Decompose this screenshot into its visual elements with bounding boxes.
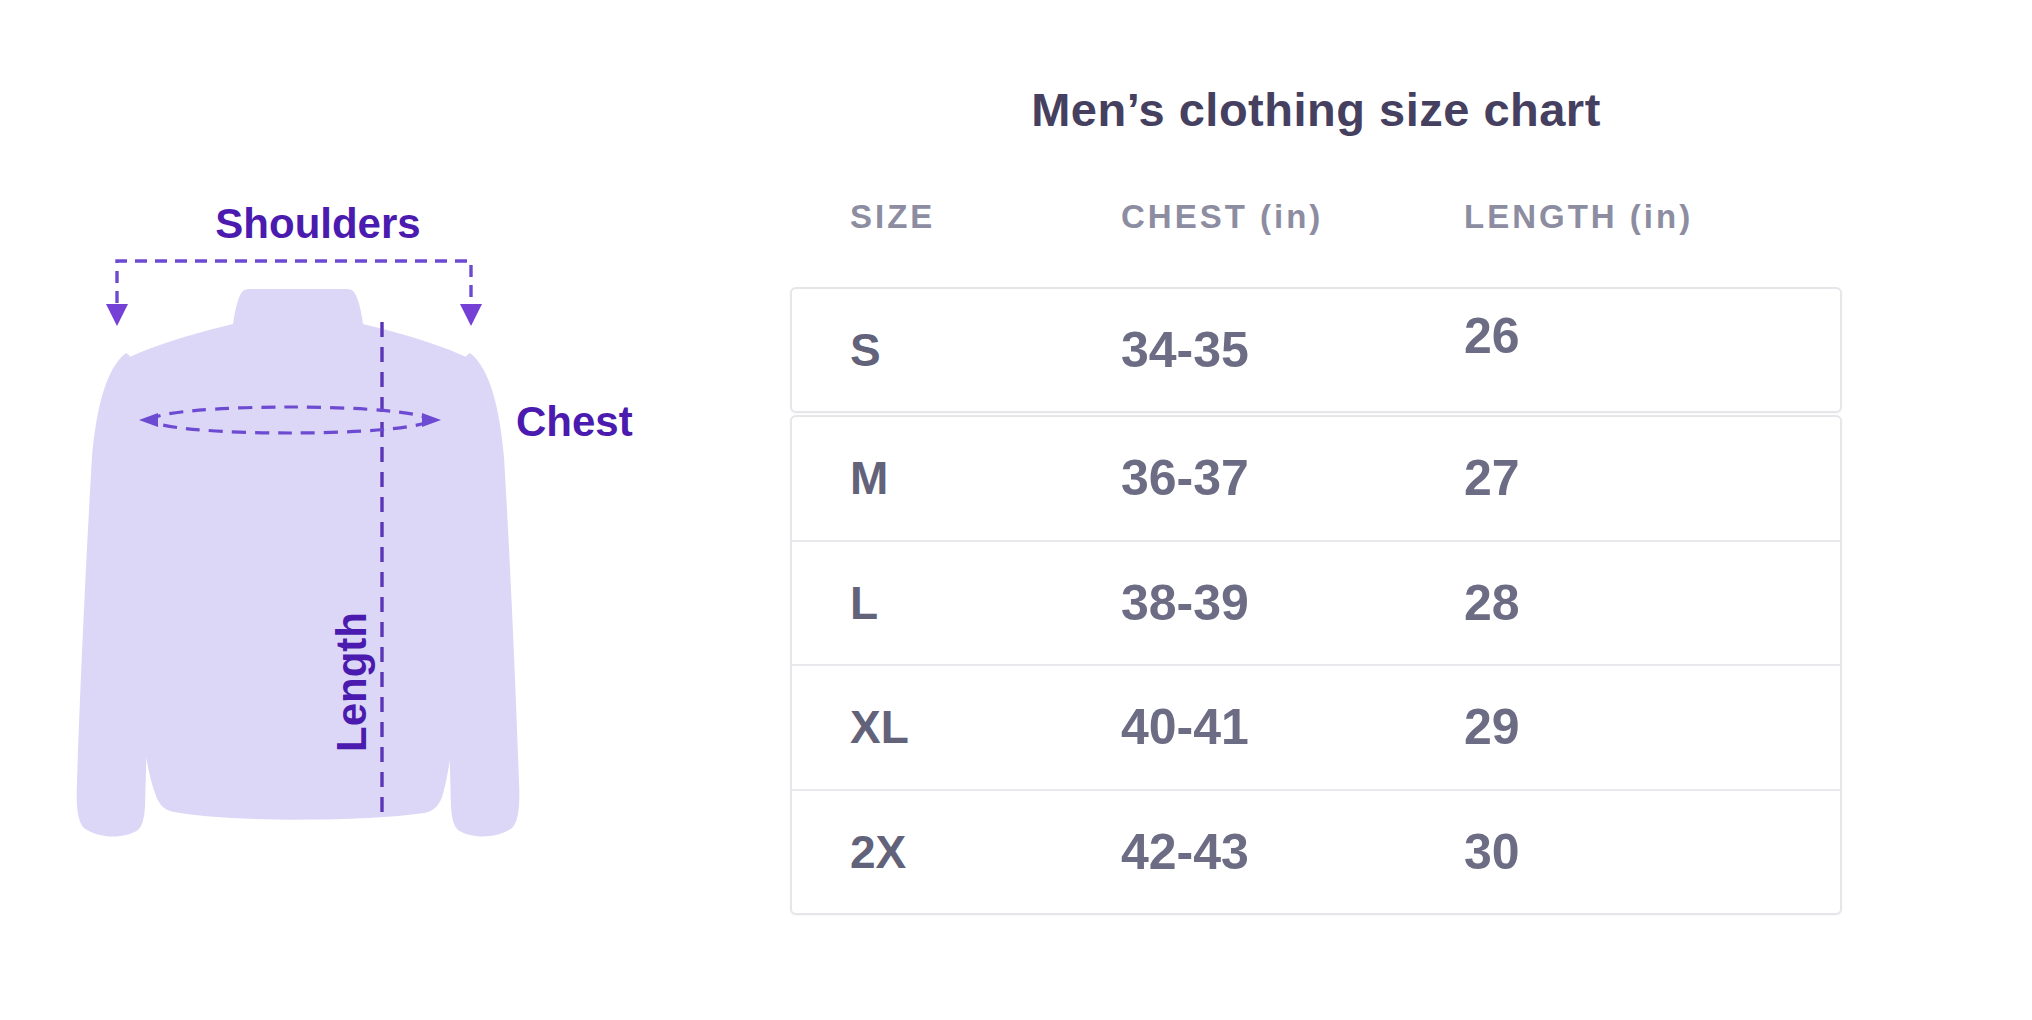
size-table-card-top: S 34-35 26	[790, 287, 1842, 413]
shirt-body	[104, 289, 492, 820]
cell-chest: 36-37	[1121, 449, 1249, 507]
table-row: L 38-39 28	[792, 540, 1840, 665]
cell-size: M	[850, 451, 888, 505]
shirt-measurement-diagram: Shoulders Chest Length	[0, 0, 700, 1020]
cell-chest: 34-35	[1121, 321, 1249, 379]
cell-chest: 42-43	[1121, 823, 1249, 881]
cell-size: L	[850, 576, 878, 630]
shoulders-label: Shoulders	[158, 200, 478, 246]
cell-chest: 40-41	[1121, 698, 1249, 756]
column-header-size: SIZE	[850, 198, 935, 236]
chest-label: Chest	[516, 398, 716, 444]
size-chart-panel: Men’s clothing size chart SIZE CHEST (in…	[790, 0, 1842, 1020]
table-header-row: SIZE CHEST (in) LENGTH (in)	[790, 198, 1842, 238]
table-row: M 36-37 27	[792, 417, 1840, 540]
cell-length: 28	[1464, 574, 1520, 632]
cell-chest: 38-39	[1121, 574, 1249, 632]
cell-size: XL	[850, 700, 909, 754]
table-row: XL 40-41 29	[792, 664, 1840, 789]
shirt-sleeve-left	[77, 353, 153, 837]
arrow-down-icon	[460, 304, 482, 326]
cell-size: S	[850, 323, 881, 377]
column-header-chest: CHEST (in)	[1121, 198, 1323, 236]
cell-length: 26	[1464, 307, 1520, 365]
column-header-length: LENGTH (in)	[1464, 198, 1693, 236]
shirt-sleeve-right	[443, 353, 519, 837]
length-label: Length	[328, 582, 374, 782]
page-title: Men’s clothing size chart	[790, 82, 1842, 137]
cell-length: 29	[1464, 698, 1520, 756]
cell-size: 2X	[850, 825, 906, 879]
table-row: S 34-35 26	[792, 289, 1840, 411]
size-chart-infographic: Shoulders Chest Length Men’s clothing si…	[0, 0, 2032, 1020]
size-table-card-bottom: M 36-37 27 L 38-39 28 XL 40-41 29 2X 42-…	[790, 415, 1842, 915]
cell-length: 30	[1464, 823, 1520, 881]
cell-length: 27	[1464, 449, 1520, 507]
table-row: 2X 42-43 30	[792, 789, 1840, 914]
arrow-down-icon	[106, 304, 128, 326]
